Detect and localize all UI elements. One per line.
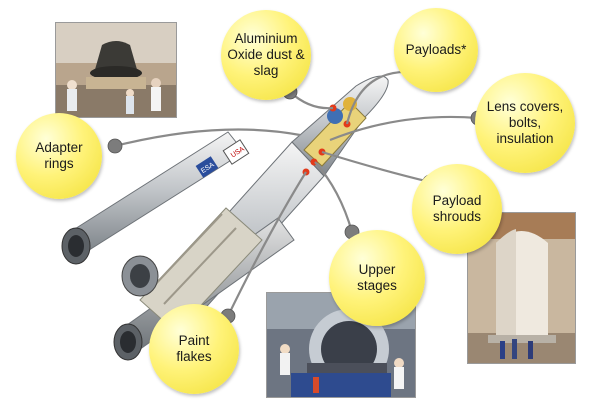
- photo-adapter-ring-workshop: [55, 22, 177, 118]
- label-aluminium-oxide: Aluminium Oxide dust & slag: [227, 31, 305, 78]
- label-adapter-rings: Adapter rings: [35, 140, 83, 171]
- label-upper-stages: Upper stages: [357, 262, 397, 293]
- knob-adapter-rings: [107, 138, 123, 154]
- label-payload-shrouds: Payload shrouds: [432, 193, 482, 224]
- label-paint-flakes: Paint flakes: [176, 333, 212, 364]
- bubble-upper-stages: Upper stages: [329, 230, 425, 326]
- bubble-aluminium-oxide: Aluminium Oxide dust & slag: [221, 10, 311, 100]
- bubble-payload-shrouds: Payload shrouds: [412, 164, 502, 254]
- label-payloads: Payloads*: [405, 42, 467, 58]
- bubble-paint-flakes: Paint flakes: [149, 304, 239, 394]
- bubble-lens-covers: Lens covers, bolts, insulation: [475, 73, 575, 173]
- label-lens-covers: Lens covers, bolts, insulation: [486, 99, 564, 146]
- bubble-payloads: Payloads*: [394, 8, 478, 92]
- bubble-adapter-rings: Adapter rings: [16, 113, 102, 199]
